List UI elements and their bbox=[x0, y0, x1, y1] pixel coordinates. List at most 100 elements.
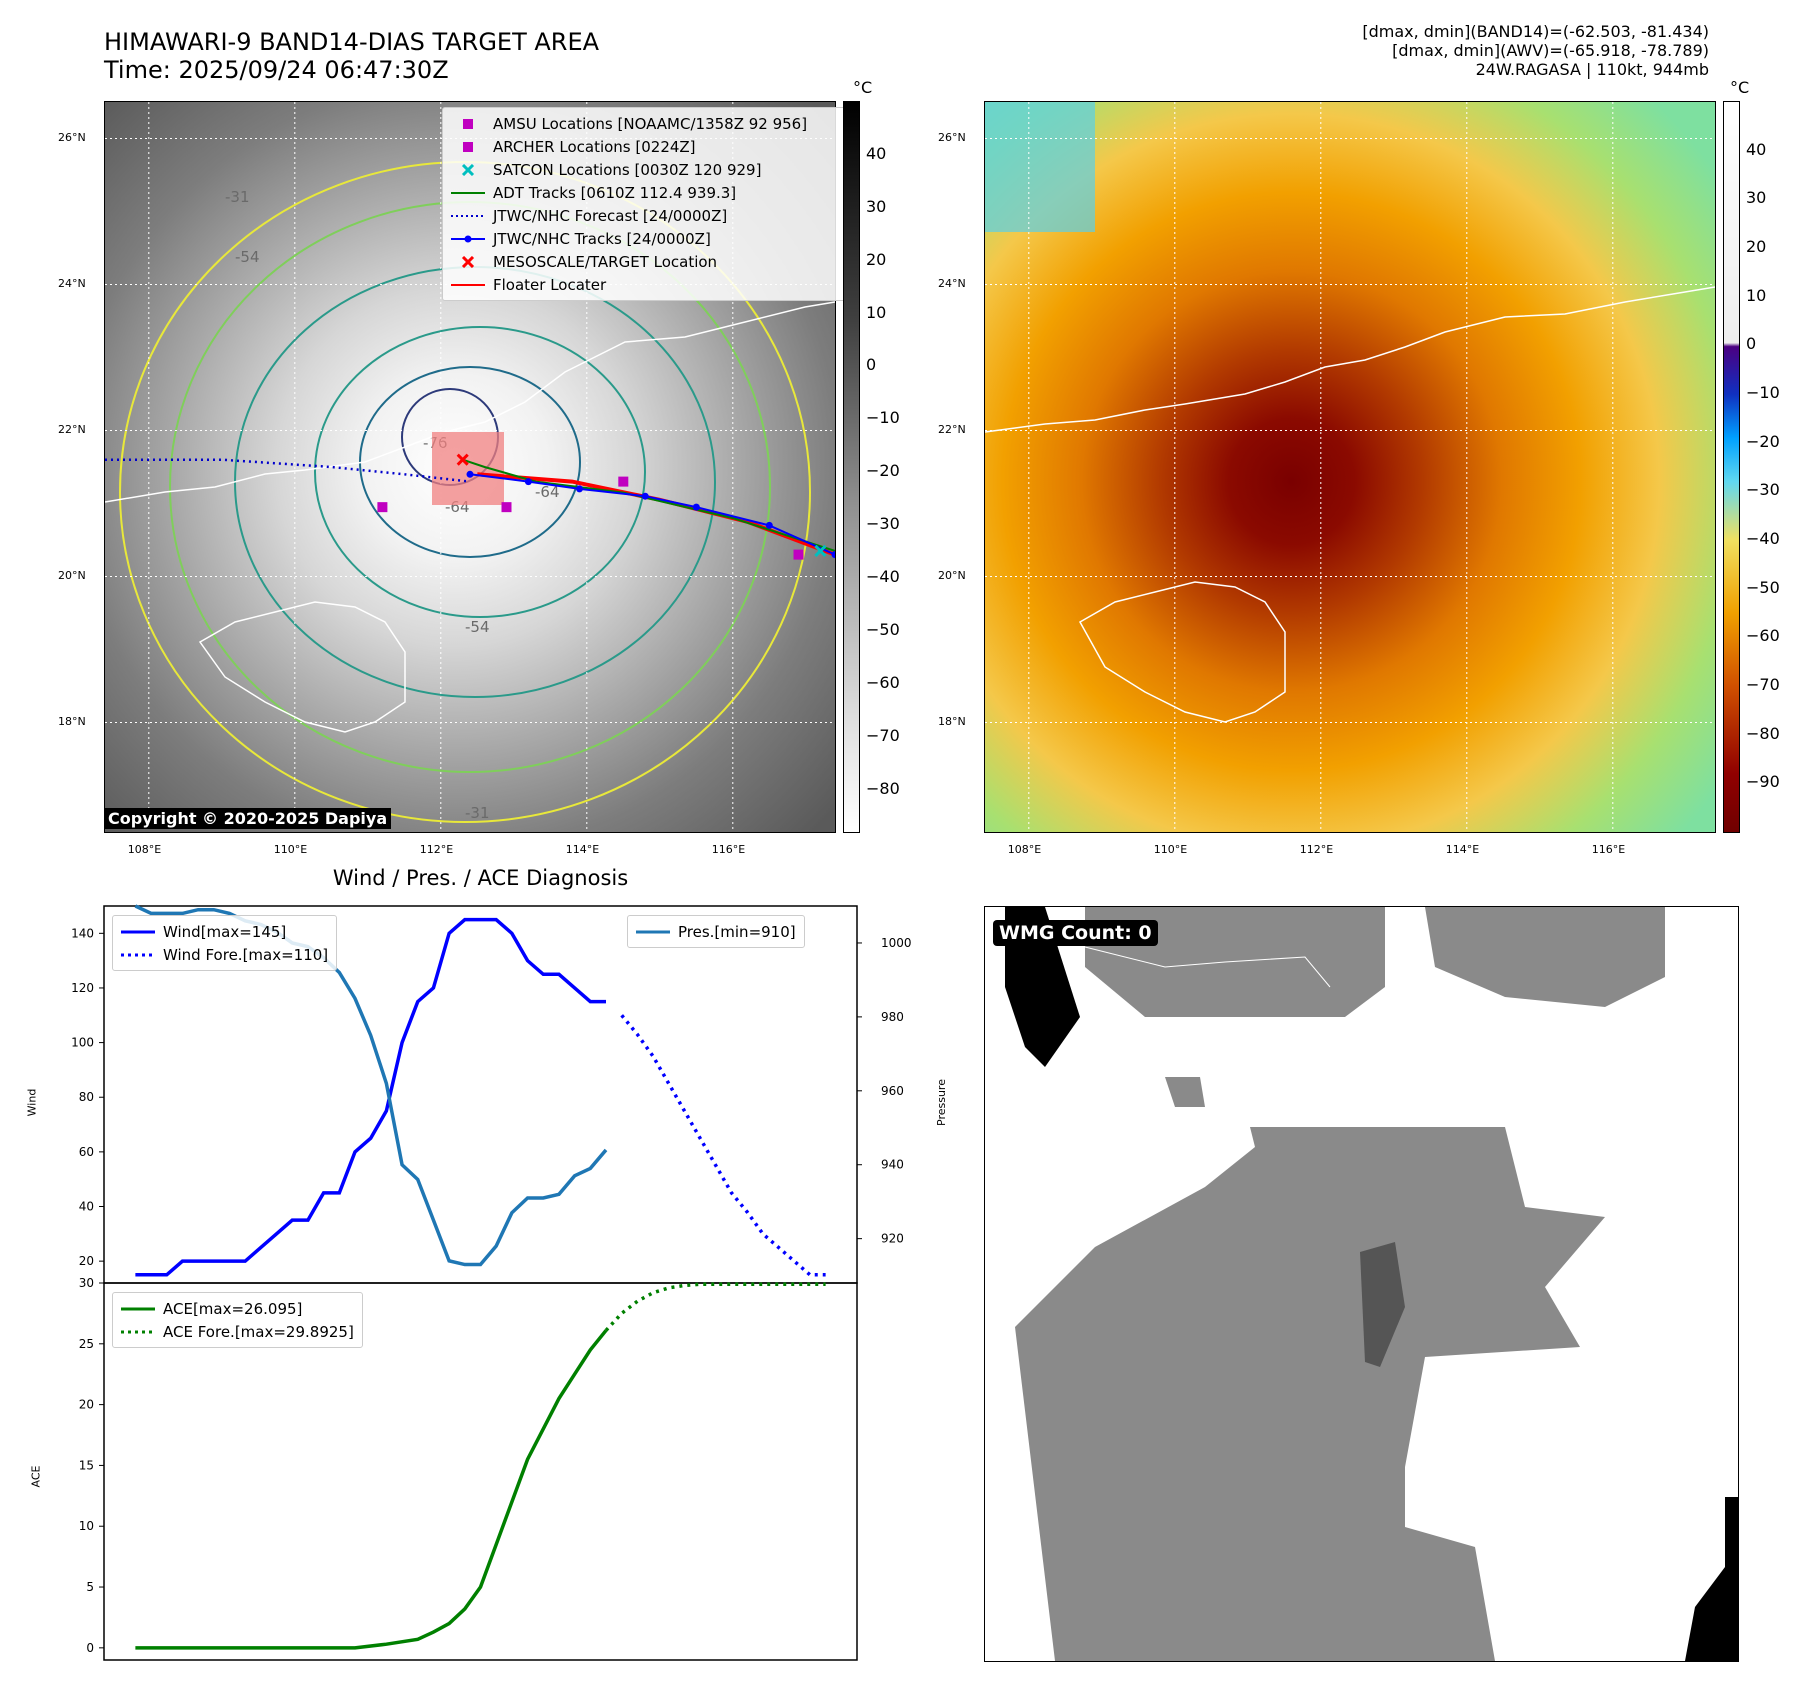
wmg-map-svg bbox=[1005, 907, 1738, 1661]
y-tick-label: 60 bbox=[79, 1145, 94, 1159]
lon-tick-label: 110°E bbox=[1153, 843, 1188, 856]
storm-info: [dmax, dmin](BAND14)=(-62.503, -81.434) … bbox=[1362, 22, 1709, 79]
wind-fore-legend-label: Wind Fore.[max=110] bbox=[163, 945, 329, 964]
right-y-tick-label: 920 bbox=[881, 1232, 904, 1246]
legend-entry: MESOSCALE/TARGET Location bbox=[451, 250, 841, 273]
colorbar-tick-label: 0 bbox=[1746, 334, 1757, 354]
contour-label: -31 bbox=[465, 804, 490, 822]
legend-entry: JTWC/NHC Forecast [24/0000Z] bbox=[451, 204, 841, 227]
colorbar-tick-label: 30 bbox=[1746, 188, 1767, 208]
colorbar-tick-label: −10 bbox=[1746, 383, 1780, 402]
legend-swatch bbox=[451, 191, 485, 194]
legend-rows: AMSU Locations [NOAAMC/1358Z 92 956] ARCH… bbox=[451, 112, 841, 296]
colorbar-tick-label: −20 bbox=[1746, 431, 1780, 451]
colorbar-tick-label: −40 bbox=[866, 567, 900, 587]
right-y-tick-label: 940 bbox=[881, 1158, 904, 1172]
wmg-black-cell bbox=[1685, 1497, 1738, 1661]
enhanced-ir-map bbox=[984, 101, 1716, 833]
contour-label-group: -76 -64 -64 -54 -54 -31 -31 bbox=[225, 188, 560, 822]
legend-swatch bbox=[463, 118, 473, 129]
colorbar-tick-label: −80 bbox=[1746, 723, 1780, 743]
pressure-legend-swatch bbox=[636, 930, 670, 933]
colorbar-tick-label: −30 bbox=[866, 514, 900, 534]
contour-label: -54 bbox=[235, 248, 260, 266]
enhanced-ir-background bbox=[985, 102, 1715, 832]
diagnosis-title: Wind / Pres. / ACE Diagnosis bbox=[332, 866, 629, 890]
y-tick-label: 30 bbox=[79, 1276, 94, 1290]
legend-label: Floater Locater bbox=[493, 275, 607, 294]
lon-tick-label: 114°E bbox=[1445, 843, 1480, 856]
wmg-panel bbox=[984, 906, 1739, 1662]
lon-tick-label: 110°E bbox=[273, 843, 308, 856]
lat-tick-label: 22°N bbox=[58, 422, 86, 436]
legend-swatch bbox=[461, 163, 475, 176]
amsu-point bbox=[618, 476, 629, 487]
title-line-1: HIMAWARI-9 BAND14-DIAS TARGET AREA bbox=[104, 28, 600, 56]
colorbar-tick-label: 40 bbox=[866, 143, 887, 163]
colorbar-tick-label: −80 bbox=[866, 778, 900, 798]
wmg-core-cell bbox=[1360, 1242, 1405, 1367]
map-legend: AMSU Locations [NOAAMC/1358Z 92 956] ARCH… bbox=[442, 107, 850, 301]
wmg-count-badge: WMG Count: 0 bbox=[993, 920, 1158, 946]
lat-tick-label: 22°N bbox=[938, 422, 966, 436]
y-tick-label: 10 bbox=[79, 1519, 94, 1533]
best-track-point bbox=[641, 492, 649, 500]
legend-swatch bbox=[451, 214, 485, 217]
colorbar-tick-label: −70 bbox=[866, 725, 900, 745]
colorbar-tick-label: −50 bbox=[1746, 577, 1780, 597]
lat-tick-label: 26°N bbox=[58, 130, 86, 144]
colorbar-tick-label: −50 bbox=[866, 619, 900, 639]
y-tick-label: 120 bbox=[71, 981, 94, 995]
lat-tick-label: 18°N bbox=[938, 714, 966, 728]
cold-region bbox=[985, 102, 1095, 232]
info-line-2: [dmax, dmin](AWV)=(-65.918, -78.789) bbox=[1392, 41, 1709, 60]
pressure-axis-label: Pressure bbox=[934, 1079, 948, 1126]
lat-tick-label: 18°N bbox=[58, 714, 86, 728]
right-y-tick-label: 960 bbox=[881, 1084, 904, 1098]
pressure-legend: Pres.[min=910] bbox=[627, 915, 805, 948]
storm-tracks bbox=[105, 453, 835, 560]
best-track-point bbox=[576, 485, 583, 493]
best-track-point bbox=[692, 503, 700, 511]
lat-tick-label: 26°N bbox=[938, 130, 966, 144]
colorbar-tick-label: 30 bbox=[866, 196, 887, 216]
copyright-label: Copyright © 2020-2025 Dapiya bbox=[104, 808, 392, 829]
colorbar-tick-label: 40 bbox=[1746, 139, 1767, 159]
colorbar-tick-label: −60 bbox=[1746, 626, 1780, 646]
contour-label: -54 bbox=[465, 618, 490, 636]
series-line-1 bbox=[620, 1014, 826, 1277]
contour-label: -31 bbox=[225, 188, 250, 206]
y-tick-label: 5 bbox=[86, 1580, 94, 1594]
best-track-point bbox=[831, 551, 835, 559]
colorbar-tick-label: 20 bbox=[1746, 237, 1767, 256]
wmg-cloud-cells bbox=[1015, 907, 1665, 1661]
series-line-2 bbox=[134, 904, 608, 1267]
lon-tick-label: 108°E bbox=[1007, 843, 1042, 856]
lat-tick-label: 24°N bbox=[58, 276, 86, 290]
legend-swatch bbox=[463, 141, 473, 152]
legend-label: ARCHER Locations [0224Z] bbox=[493, 137, 696, 156]
legend-label: SATCON Locations [0030Z 120 929] bbox=[493, 160, 762, 179]
colorbar-tick-label: −70 bbox=[1746, 675, 1780, 694]
colorbar-tick-label: 20 bbox=[866, 249, 887, 269]
info-line-1: [dmax, dmin](BAND14)=(-62.503, -81.434) bbox=[1362, 22, 1709, 41]
y-tick-label: 15 bbox=[79, 1458, 94, 1472]
y-tick-label: 80 bbox=[79, 1090, 94, 1104]
wind-legend-label: Wind[max=145] bbox=[163, 922, 287, 941]
colorbar-tick-label: −20 bbox=[866, 461, 900, 481]
legend-entry: ARCHER Locations [0224Z] bbox=[451, 135, 841, 158]
lon-tick-label: 112°E bbox=[1299, 843, 1334, 856]
legend-label: MESOSCALE/TARGET Location bbox=[493, 252, 718, 271]
right-colorbar bbox=[1723, 101, 1740, 833]
y-tick-label: 140 bbox=[71, 926, 94, 940]
colorbar-tick-label: 0 bbox=[866, 355, 877, 375]
legend-entry: JTWC/NHC Tracks [24/0000Z] bbox=[451, 227, 841, 250]
coastline bbox=[105, 301, 835, 733]
lat-tick-label: 20°N bbox=[938, 568, 966, 582]
best-track-point bbox=[466, 470, 474, 478]
ace-plot: 0 5 10 15 20 25 30 bbox=[79, 1276, 826, 1655]
wind-fore-legend-swatch bbox=[121, 953, 155, 956]
colorbar-tick-label: −60 bbox=[866, 672, 900, 692]
wind-axis-label: Wind bbox=[25, 1088, 39, 1117]
right-colorbar-unit: °C bbox=[1730, 78, 1750, 97]
